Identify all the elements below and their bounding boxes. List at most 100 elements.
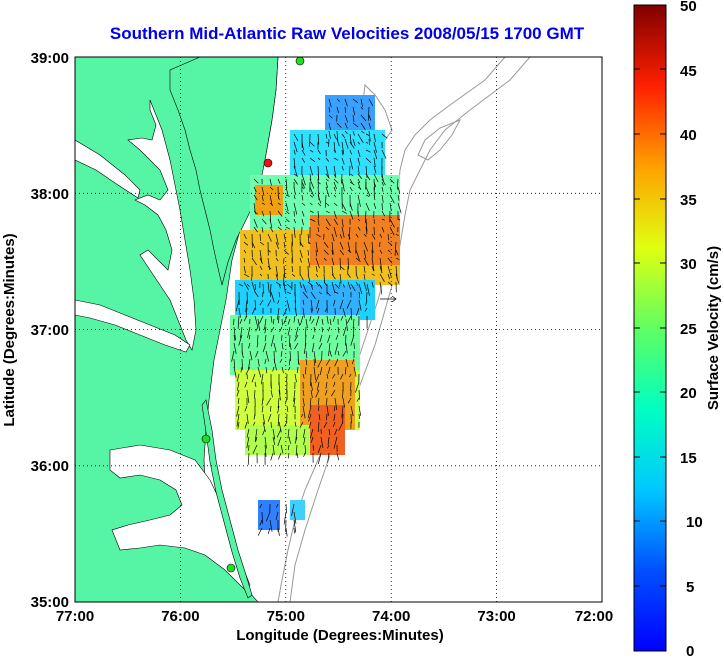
velocity-arrow	[325, 133, 328, 139]
velocity-arrow	[289, 342, 292, 350]
velocity-arrow	[278, 291, 281, 298]
velocity-arrow	[381, 181, 384, 186]
velocity-arrow	[323, 421, 328, 428]
velocity-arrow	[266, 397, 272, 406]
velocity-arrow	[277, 194, 280, 200]
velocity-arrow	[350, 405, 354, 417]
velocity-arrow	[259, 503, 263, 508]
velocity-arrow	[315, 241, 318, 253]
velocity-arrow	[347, 241, 351, 253]
velocity-arrow	[233, 326, 236, 340]
velocity-arrow	[288, 334, 291, 347]
velocity-arrow	[341, 226, 345, 238]
velocity-arrow	[293, 511, 297, 524]
velocity-arrow	[259, 299, 264, 306]
velocity-arrow	[305, 358, 308, 366]
velocity-arrow	[246, 389, 250, 404]
velocity-arrow	[325, 381, 328, 389]
velocity-arrow	[325, 178, 329, 182]
velocity-arrow	[269, 194, 273, 205]
velocity-arrow	[334, 397, 338, 411]
velocity-arrow	[278, 389, 281, 401]
velocity-arrow	[331, 281, 336, 294]
velocity-arrow	[335, 334, 339, 341]
velocity-arrow	[333, 194, 337, 198]
velocity-arrow	[301, 181, 305, 188]
velocity-arrow	[310, 291, 316, 300]
velocity-arrow	[317, 194, 322, 204]
velocity-arrow	[336, 98, 340, 102]
velocity-arrow	[325, 226, 330, 231]
velocity-arrow	[285, 186, 289, 196]
velocity-arrow	[294, 421, 297, 427]
velocity-arrow	[327, 334, 331, 343]
velocity-arrow	[301, 194, 304, 201]
velocity-arrow	[341, 133, 346, 139]
velocity-arrow	[328, 130, 331, 139]
colorbar-tick-label: 5	[686, 579, 694, 596]
velocity-arrow	[389, 186, 392, 193]
velocity-arrow	[256, 342, 259, 348]
velocity-arrow	[345, 366, 347, 375]
velocity-arrow	[341, 405, 344, 418]
velocity-arrow	[245, 299, 248, 313]
velocity-arrow	[315, 373, 320, 383]
velocity-arrow	[365, 186, 371, 197]
velocity-arrow	[365, 194, 370, 197]
velocity-arrow	[365, 141, 369, 144]
velocity-arrow	[270, 291, 275, 303]
velocity-arrow	[285, 202, 289, 212]
velocity-arrow	[277, 299, 280, 304]
velocity-arrow	[302, 299, 305, 305]
colorbar-tick-label: 10	[686, 514, 703, 531]
velocity-arrow	[360, 98, 363, 107]
velocity-arrow	[273, 342, 277, 353]
velocity-arrow	[387, 265, 392, 277]
velocity-arrow	[272, 428, 276, 440]
velocity-arrow	[307, 257, 311, 268]
velocity-arrow	[341, 178, 345, 192]
velocity-arrow	[336, 452, 340, 461]
velocity-arrow	[254, 315, 259, 327]
velocity-arrow	[346, 315, 352, 324]
velocity-arrow	[360, 114, 367, 122]
velocity-arrow	[339, 299, 344, 310]
velocity-arrow	[280, 444, 284, 454]
plot-frame	[74, 56, 603, 603]
velocity-arrow	[308, 413, 312, 422]
velocity-arrow	[293, 527, 295, 534]
velocity-arrow	[345, 358, 349, 367]
velocity-arrow	[262, 413, 266, 425]
velocity-arrow	[276, 503, 279, 508]
velocity-arrow	[395, 273, 400, 284]
velocity-arrow	[325, 358, 331, 366]
velocity-arrow	[325, 218, 331, 227]
velocity-arrow	[333, 157, 339, 161]
velocity-arrow	[267, 413, 272, 422]
velocity-arrow	[397, 178, 399, 190]
velocity-arrow	[279, 358, 283, 363]
velocity-arrow	[365, 226, 368, 235]
velocity-arrow	[341, 173, 343, 184]
velocity-arrow	[311, 342, 315, 353]
velocity-arrow	[357, 194, 361, 207]
velocity-arrow	[329, 318, 332, 326]
outer-banks	[201, 399, 253, 599]
x-tick-label: 74:00	[372, 608, 410, 625]
velocity-arrow	[339, 265, 345, 271]
velocity-arrow	[279, 326, 283, 332]
velocity-arrow	[333, 218, 339, 226]
velocity-arrow	[312, 444, 314, 451]
velocity-arrow	[237, 315, 240, 329]
velocity-arrow	[285, 210, 290, 215]
velocity-arrow	[373, 141, 377, 153]
velocity-arrow	[254, 291, 259, 298]
velocity-arrow	[272, 436, 276, 445]
velocity-arrow	[277, 436, 282, 447]
velocity-arrow	[341, 157, 345, 165]
velocity-field	[230, 95, 400, 530]
velocity-arrow	[333, 413, 336, 421]
velocity-arrow	[327, 452, 330, 463]
velocity-arrow	[251, 307, 256, 315]
velocity-arrow	[321, 326, 324, 333]
